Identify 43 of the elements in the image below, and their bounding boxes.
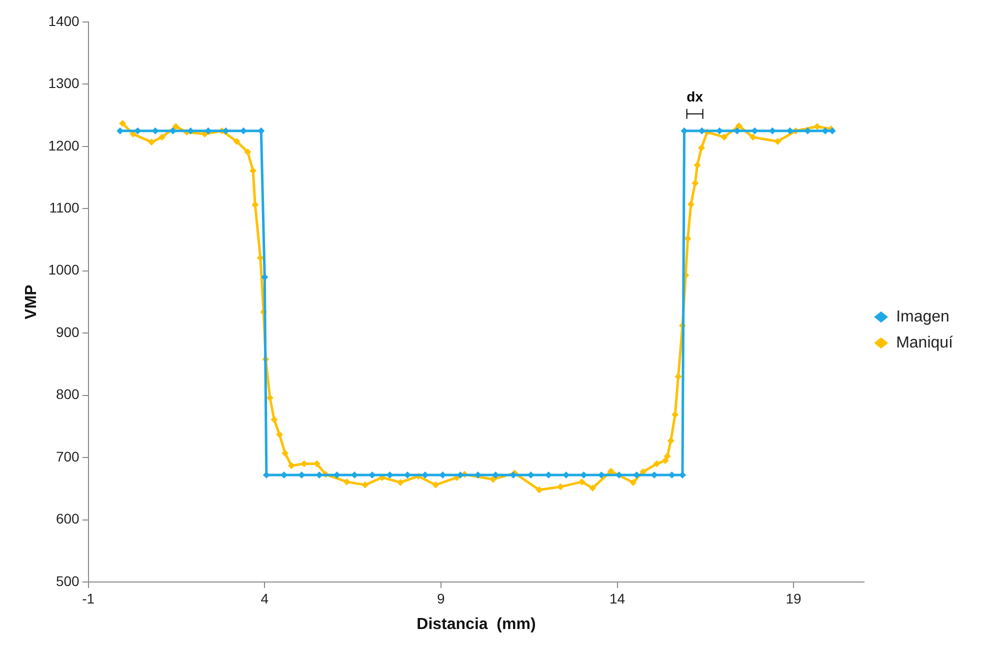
x-tick-label: 4 (260, 590, 269, 606)
point (368, 471, 376, 478)
point (187, 127, 194, 134)
point (386, 471, 394, 478)
point (650, 471, 658, 478)
point (152, 127, 159, 134)
point (258, 127, 265, 134)
y-tick-label: 1000 (48, 262, 80, 278)
point (134, 127, 142, 134)
y-tick-label: 1200 (48, 137, 80, 154)
point (734, 127, 741, 134)
x-tick-label: 19 (786, 590, 802, 606)
point (204, 127, 212, 134)
point (222, 127, 230, 134)
x-tick-label: 14 (609, 590, 626, 606)
x-tick-label: -1 (82, 590, 95, 606)
point (316, 471, 323, 478)
point (456, 471, 464, 478)
y-tick-label: 1400 (48, 12, 80, 29)
point (804, 127, 812, 134)
y-tick-label: 600 (56, 510, 80, 527)
y-tick-label: 700 (56, 448, 80, 464)
point (698, 127, 706, 134)
point (580, 471, 588, 478)
x-tick-label: 9 (437, 590, 446, 606)
legend-label: Maniquí (896, 334, 954, 352)
point (633, 471, 640, 478)
point (768, 127, 776, 134)
y-axis-title: VMP (23, 284, 40, 320)
y-tick-label: 900 (56, 324, 80, 340)
annotation: dx (686, 88, 704, 105)
point (298, 471, 306, 478)
legend-label: Imagen (896, 308, 950, 326)
y-tick-label: 500 (56, 572, 80, 589)
y-tick-label: 1100 (49, 200, 80, 216)
y-tick-label: 800 (56, 386, 80, 402)
point (751, 127, 758, 134)
x-axis-title: Distancia (mm) (416, 616, 536, 633)
point (439, 471, 446, 478)
y-tick-label: 1300 (48, 75, 80, 92)
point (822, 127, 829, 134)
point (261, 274, 268, 281)
point (680, 127, 688, 134)
